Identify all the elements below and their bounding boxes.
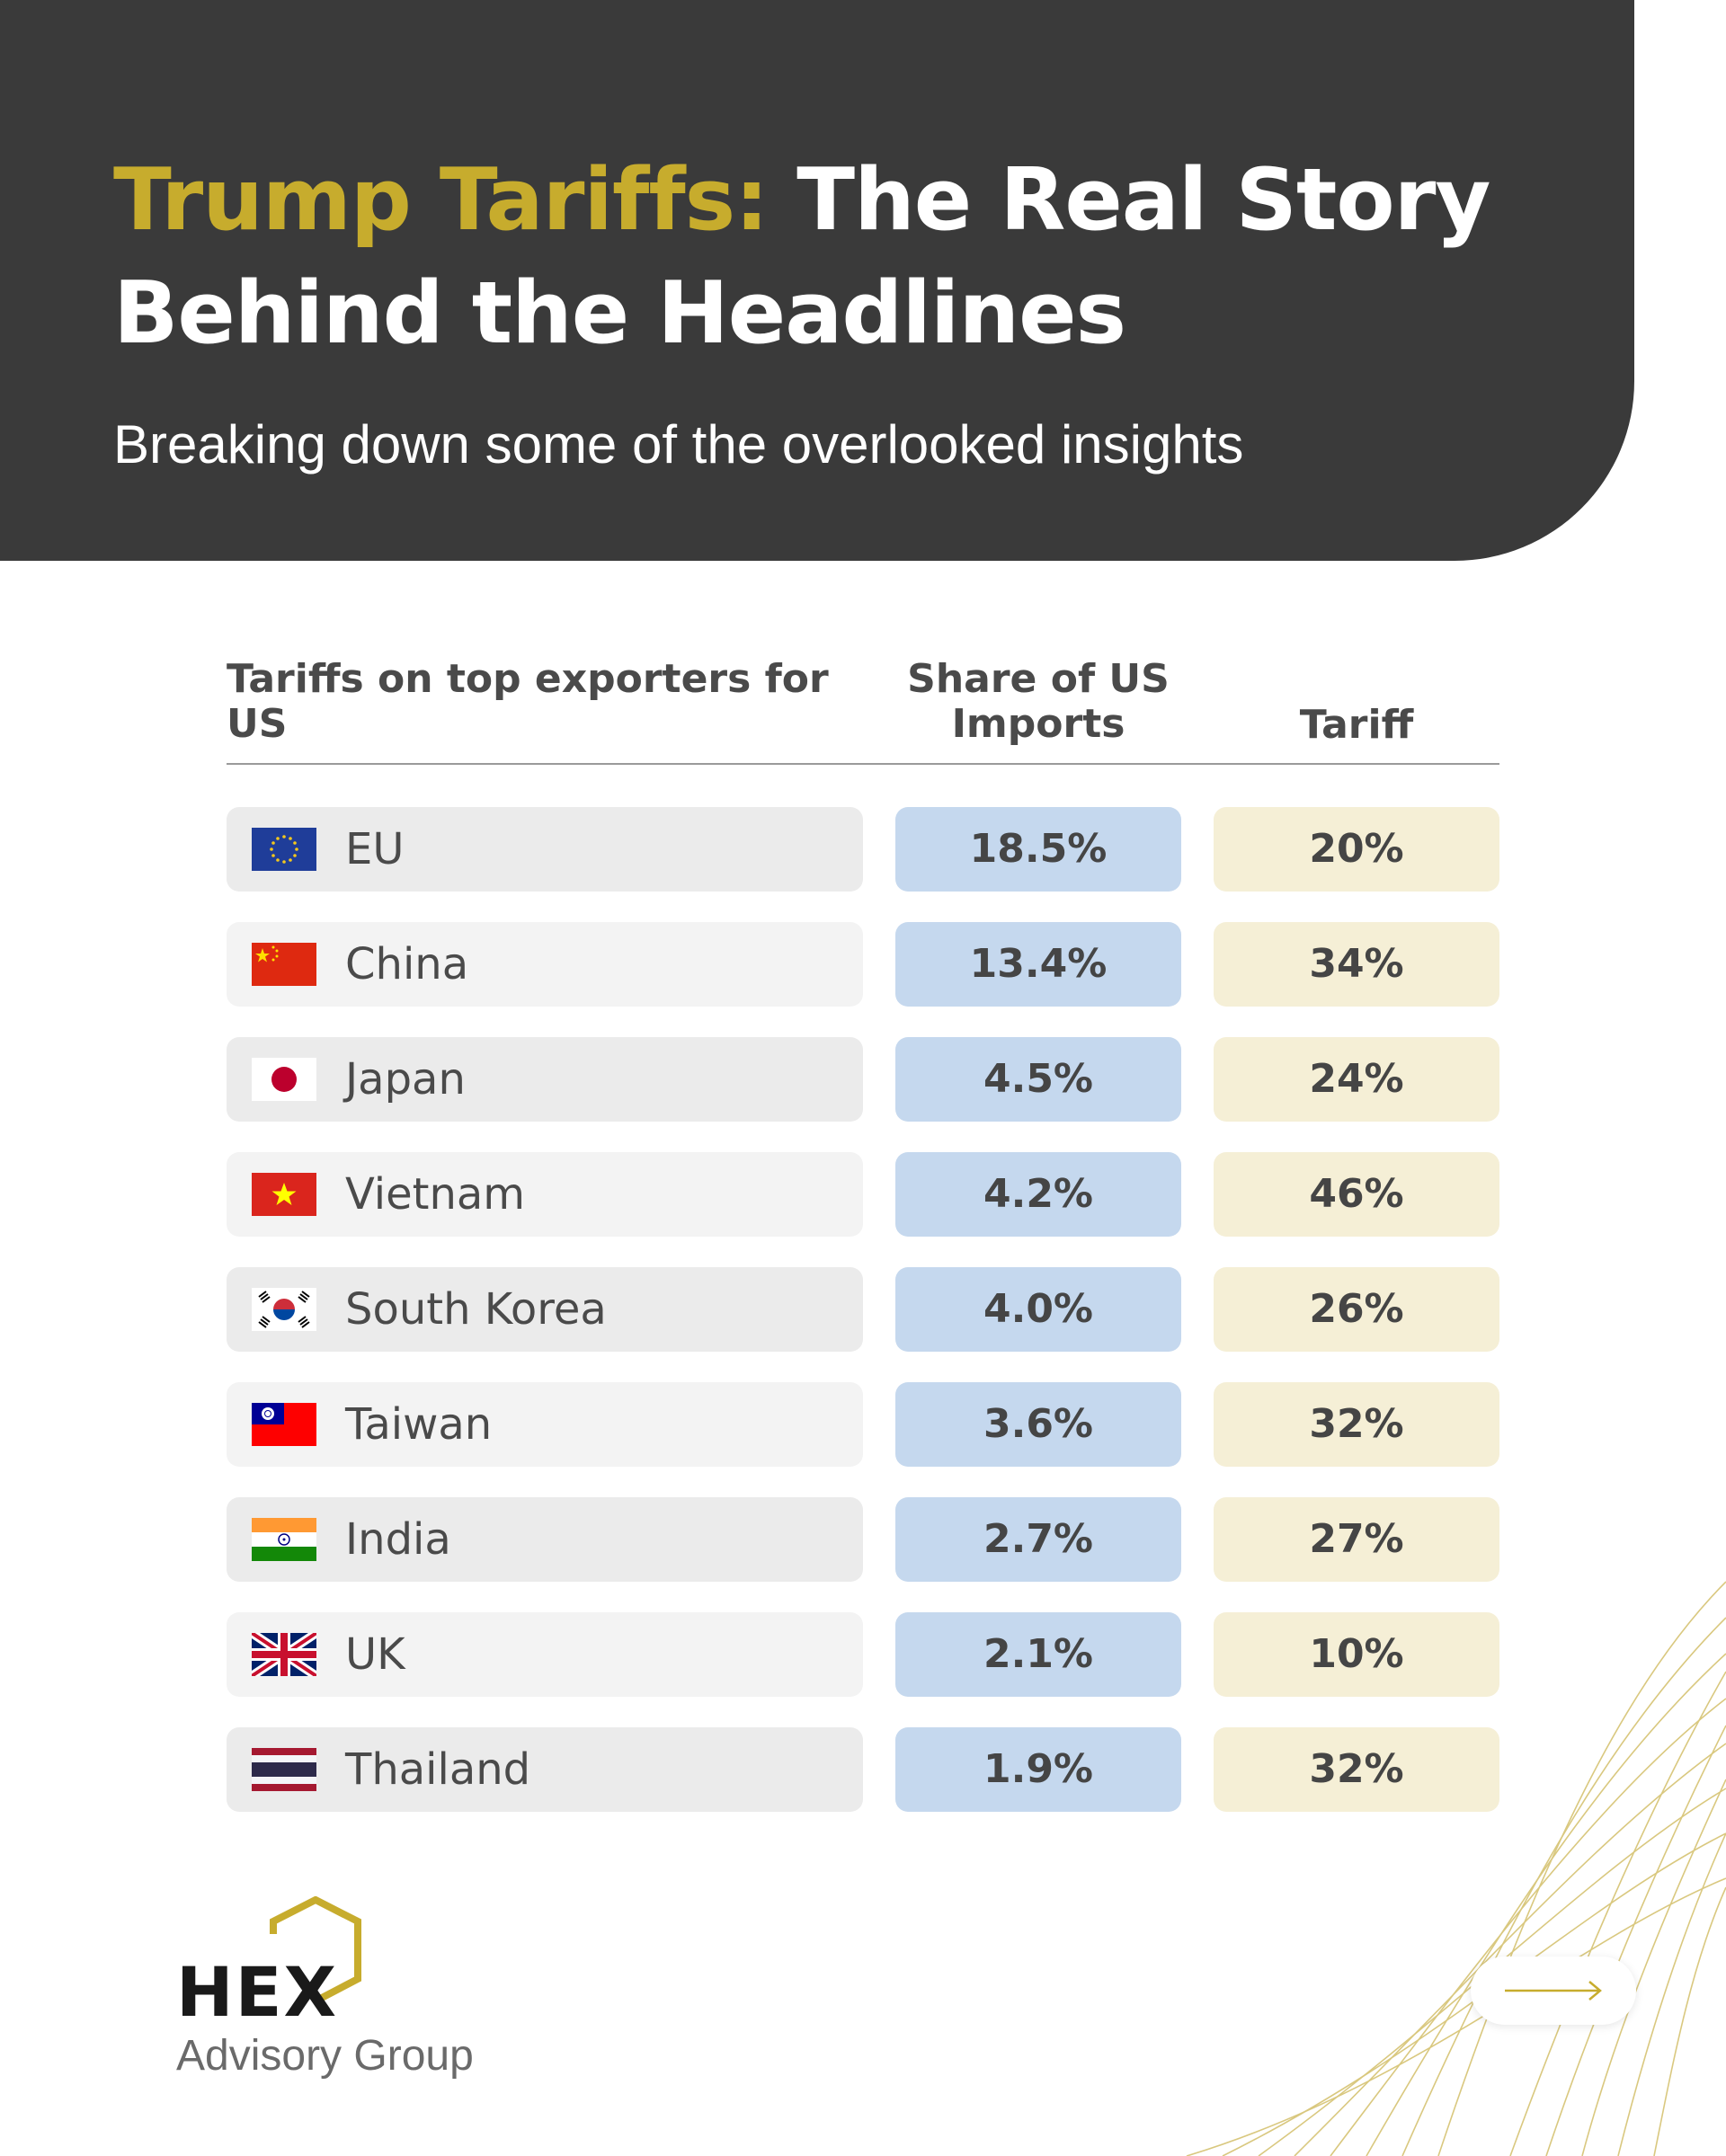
logo-wordmark: HEX [176, 1952, 339, 2032]
country-name: UK [345, 1629, 405, 1680]
country-cell: EU [227, 807, 863, 892]
table-row: Thailand 1.9% 32% [227, 1727, 1499, 1812]
decorative-gold-lines [1186, 1581, 1726, 2156]
tariff-value: 27% [1214, 1497, 1499, 1582]
column-header-share: Share of US Imports [907, 656, 1170, 747]
country-cell: South Korea [227, 1267, 863, 1352]
china-flag-icon [252, 943, 316, 986]
south-korea-flag-icon [252, 1288, 316, 1331]
tariff-value: 20% [1214, 807, 1499, 892]
table-row: Taiwan 3.6% 32% [227, 1382, 1499, 1467]
title-rest: The Real Story Behind the Headlines [113, 151, 1490, 363]
tariff-value: 10% [1214, 1612, 1499, 1697]
table-row: UK 2.1% 10% [227, 1612, 1499, 1697]
table-row: South Korea 4.0% 26% [227, 1267, 1499, 1352]
country-name: India [345, 1514, 451, 1565]
uk-flag-icon [252, 1633, 316, 1676]
share-value: 2.7% [895, 1497, 1181, 1582]
country-cell: UK [227, 1612, 863, 1697]
country-name: Japan [345, 1054, 466, 1105]
tariff-value: 32% [1214, 1382, 1499, 1467]
column-header-tariff: Tariff [1299, 702, 1414, 748]
tariff-value: 24% [1214, 1037, 1499, 1122]
country-name: South Korea [345, 1284, 607, 1335]
country-name: Thailand [345, 1744, 531, 1795]
india-flag-icon [252, 1518, 316, 1561]
table-row: Japan 4.5% 24% [227, 1037, 1499, 1122]
table-row: EU 18.5% 20% [227, 807, 1499, 892]
thailand-flag-icon [252, 1748, 316, 1791]
share-value: 18.5% [895, 807, 1181, 892]
share-value: 4.0% [895, 1267, 1181, 1352]
tariff-value: 46% [1214, 1152, 1499, 1237]
arrow-right-icon [1505, 1981, 1602, 2001]
next-button[interactable] [1471, 1956, 1636, 2025]
country-cell: India [227, 1497, 863, 1582]
share-value: 4.5% [895, 1037, 1181, 1122]
share-value: 2.1% [895, 1612, 1181, 1697]
share-value: 4.2% [895, 1152, 1181, 1237]
country-cell: China [227, 922, 863, 1007]
header-divider [227, 763, 1499, 765]
taiwan-flag-icon [252, 1403, 316, 1446]
country-name: China [345, 939, 469, 989]
tariff-value: 26% [1214, 1267, 1499, 1352]
tariff-value: 32% [1214, 1727, 1499, 1812]
share-value: 13.4% [895, 922, 1181, 1007]
column-header-country: Tariffs on top exporters for US [227, 656, 829, 747]
table-row: Vietnam 4.2% 46% [227, 1152, 1499, 1237]
vietnam-flag-icon [252, 1173, 316, 1216]
country-name: Vietnam [345, 1169, 526, 1220]
title-accent: Trump Tariffs: [113, 151, 769, 250]
country-cell: Taiwan [227, 1382, 863, 1467]
table-row: India 2.7% 27% [227, 1497, 1499, 1582]
tariff-value: 34% [1214, 922, 1499, 1007]
page-subtitle: Breaking down some of the overlooked ins… [113, 414, 1244, 475]
table-row: China 13.4% 34% [227, 922, 1499, 1007]
country-cell: Vietnam [227, 1152, 863, 1237]
country-name: Taiwan [345, 1399, 493, 1450]
hex-advisory-logo: HEX Advisory Group [176, 1896, 554, 2085]
page-title: Trump Tariffs: The Real Story Behind the… [113, 144, 1606, 370]
share-value: 3.6% [895, 1382, 1181, 1467]
logo-subtitle: Advisory Group [176, 2032, 474, 2080]
share-value: 1.9% [895, 1727, 1181, 1812]
japan-flag-icon [252, 1058, 316, 1101]
country-name: EU [345, 824, 405, 874]
country-cell: Japan [227, 1037, 863, 1122]
country-cell: Thailand [227, 1727, 863, 1812]
eu-flag-icon [252, 828, 316, 871]
header-banner: Trump Tariffs: The Real Story Behind the… [0, 0, 1634, 561]
hexagon-outline-icon [270, 1896, 361, 2002]
